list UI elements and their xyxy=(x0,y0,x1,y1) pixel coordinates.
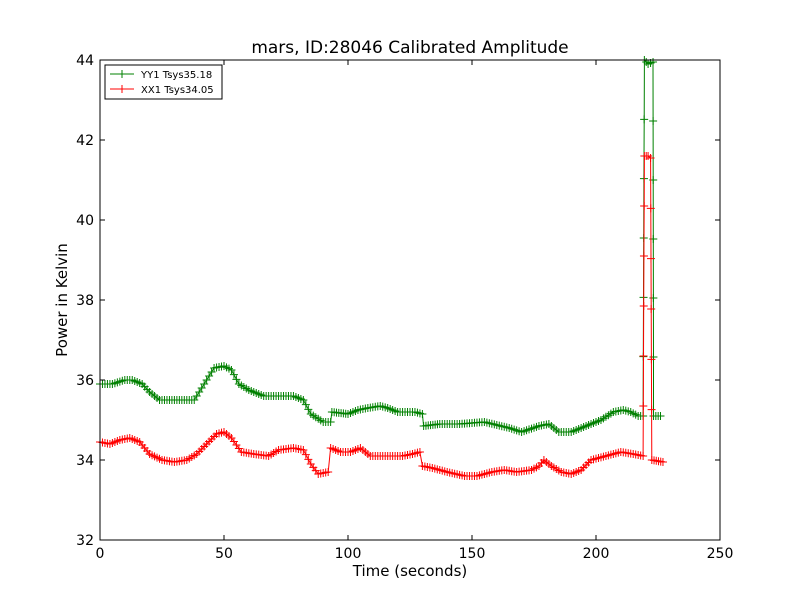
data-point-marker xyxy=(301,400,310,409)
data-point-marker xyxy=(232,375,241,384)
legend-box xyxy=(104,64,223,100)
x-axis-label: Time (seconds) xyxy=(352,562,468,580)
x-tick-label: 100 xyxy=(335,546,362,562)
y-tick-label: 44 xyxy=(76,53,94,69)
data-point-marker xyxy=(639,252,648,260)
data-point-marker xyxy=(639,402,648,410)
y-tick-label: 32 xyxy=(76,533,94,549)
data-point-marker xyxy=(656,412,665,420)
legend-marker-xx1 xyxy=(118,85,126,93)
y-axis-label: Power in Kelvin xyxy=(53,243,71,357)
data-point-marker xyxy=(640,202,649,210)
tick-layer: 0 50 100 150 200 250 32 34 36 38 40 42 44 xyxy=(76,53,733,562)
data-point-marker xyxy=(418,410,427,418)
data-point-marker xyxy=(304,405,313,414)
data-point-marker xyxy=(301,450,310,459)
x-tick-label: 0 xyxy=(96,546,105,562)
chart-title: mars, ID:28046 Calibrated Amplitude xyxy=(251,38,568,58)
data-point-marker xyxy=(649,58,658,66)
data-point-marker xyxy=(647,355,656,364)
data-point-marker xyxy=(304,455,313,464)
legend: YY1 Tsys35.18 XX1 Tsys34.05 xyxy=(104,64,223,100)
series-layer xyxy=(96,56,667,480)
data-point-marker xyxy=(324,468,333,476)
data-point-marker xyxy=(639,352,648,360)
data-point-marker xyxy=(642,58,651,66)
y-tick-label: 34 xyxy=(76,453,94,469)
data-point-marker xyxy=(640,115,649,124)
y-tick-label: 36 xyxy=(76,373,94,389)
legend-entry-xx1: XX1 Tsys34.05 xyxy=(110,85,214,96)
y-tick-label: 40 xyxy=(76,213,94,229)
series-xx1 xyxy=(96,152,667,480)
plot-frame xyxy=(99,59,721,541)
y-tick-label: 38 xyxy=(76,293,94,309)
data-point-marker xyxy=(229,370,238,379)
data-point-marker xyxy=(227,366,236,374)
data-point-marker xyxy=(646,204,655,213)
data-point-marker xyxy=(646,254,655,263)
data-point-marker xyxy=(299,446,308,454)
y-tick-label: 42 xyxy=(76,133,94,149)
data-point-marker xyxy=(646,154,655,162)
legend-label-xx1: XX1 Tsys34.05 xyxy=(141,85,214,96)
data-point-marker xyxy=(647,405,656,414)
x-tick-label: 50 xyxy=(215,546,233,562)
data-point-marker xyxy=(647,305,656,313)
legend-marker-yy1 xyxy=(118,70,126,78)
plot-area xyxy=(100,60,720,540)
legend-entry-yy1: YY1 Tsys35.18 xyxy=(110,70,212,81)
data-point-marker xyxy=(415,448,424,456)
data-point-marker xyxy=(299,396,308,404)
x-tick-label: 150 xyxy=(459,546,486,562)
data-point-marker xyxy=(649,117,658,125)
x-tick-label: 250 xyxy=(707,546,734,562)
legend-label-yy1: YY1 Tsys35.18 xyxy=(140,70,212,81)
x-tick-label: 200 xyxy=(583,546,610,562)
data-point-marker xyxy=(639,302,648,310)
data-point-marker xyxy=(326,418,335,426)
data-point-marker xyxy=(658,458,667,466)
data-point-marker xyxy=(639,452,648,460)
